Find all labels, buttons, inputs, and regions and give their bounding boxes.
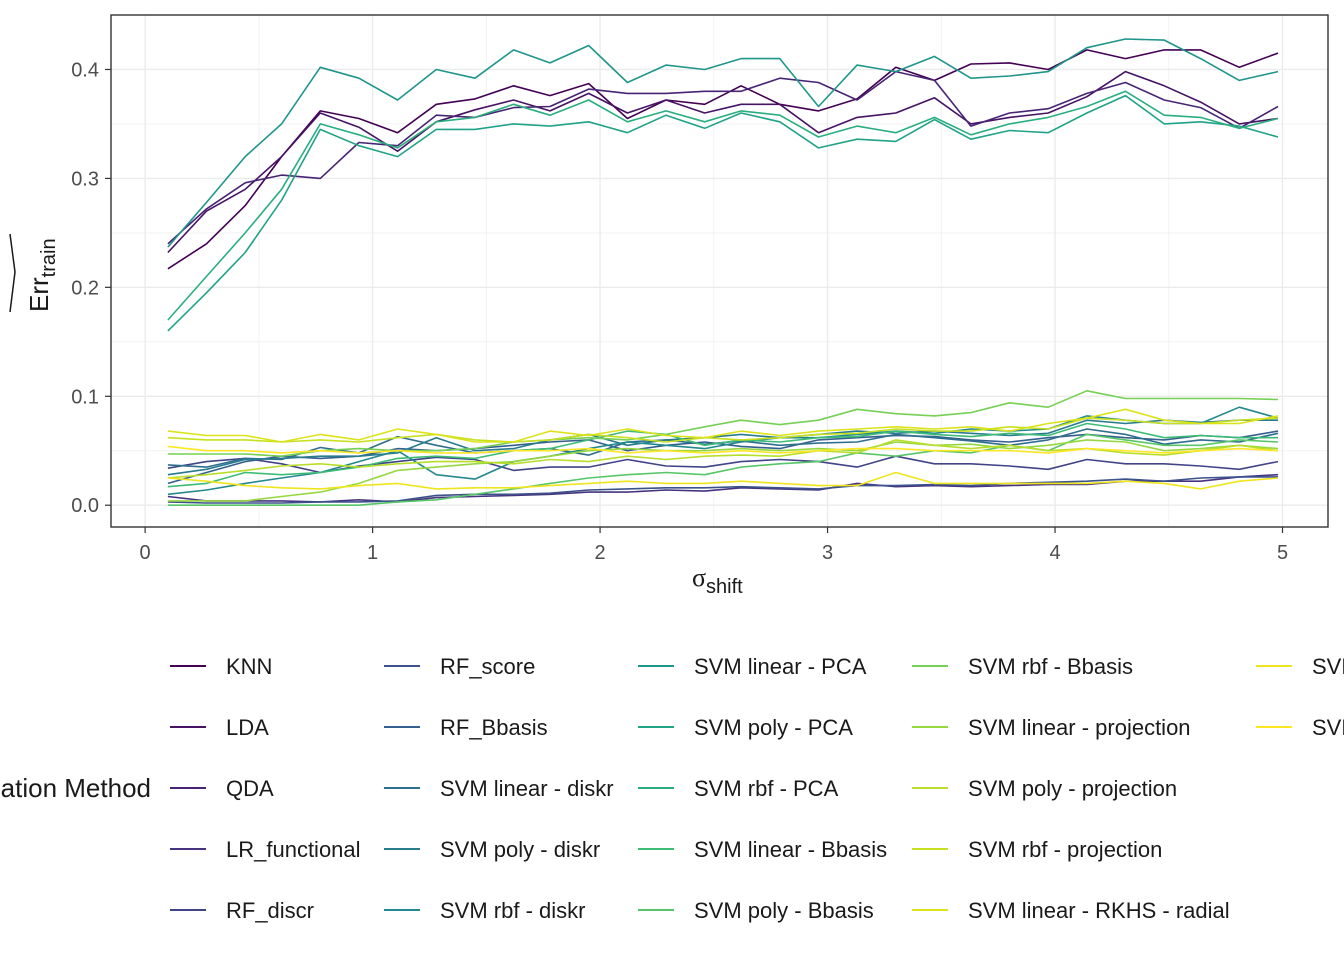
legend-label: SVM rbf - RKHS - radial	[1312, 715, 1344, 740]
x-tick-label: 4	[1049, 542, 1060, 564]
legend-item: SVM rbf - diskr	[384, 898, 585, 923]
legend-label: SVM poly - projection	[968, 776, 1177, 801]
series-line-svm-poly-diskr	[167, 419, 1278, 476]
y-tick-label: 0.2	[71, 277, 99, 299]
legend-item: SVM rbf - projection	[912, 837, 1162, 862]
legend: KNN LDA QDA LR_functional RF_discr RF_score RF…	[170, 654, 1344, 923]
svg-text:Errtrain: Errtrain	[24, 238, 60, 312]
legend-label: SVM rbf - Bbasis	[968, 654, 1133, 679]
legend-title: Classification Method	[0, 773, 151, 803]
legend-item: SVM linear - projection	[912, 715, 1191, 740]
y-tick-label: 0.4	[71, 59, 99, 81]
legend-item: RF_Bbasis	[384, 715, 548, 740]
series-line-lda	[167, 70, 1279, 254]
x-tick-label: 3	[822, 542, 833, 564]
x-axis-title: σshift	[692, 563, 743, 598]
legend-label: SVM rbf - projection	[968, 837, 1162, 862]
series-line-rf-score	[167, 476, 1278, 504]
series-line-lr-functional	[167, 473, 1279, 503]
legend-label: LDA	[226, 715, 269, 740]
legend-item: SVM poly - PCA	[638, 715, 853, 740]
series-line-svm-poly-bbasis	[167, 433, 1279, 507]
legend-label: RF_Bbasis	[440, 715, 548, 740]
legend-label: SVM linear - diskr	[440, 776, 614, 801]
legend-item: KNN	[170, 654, 272, 679]
legend-item: SVM poly - projection	[912, 776, 1177, 801]
legend-label: SVM poly - RKHS - radial	[1312, 654, 1344, 679]
legend-item: SVM poly - Bbasis	[638, 898, 874, 923]
legend-item: SVM rbf - PCA	[638, 776, 839, 801]
series-line-svm-rbf-bbasis	[167, 389, 1279, 458]
legend-label: KNN	[226, 654, 272, 679]
series-line-svm-rbf-projection	[167, 417, 1279, 443]
legend-item: SVM linear - PCA	[638, 654, 867, 679]
y-axis-title-subscript: train	[38, 238, 60, 277]
legend-label: LR_functional	[226, 837, 361, 862]
legend-label: SVM rbf - diskr	[440, 898, 585, 923]
series-line-svm-linear-bbasis	[167, 422, 1278, 488]
x-axis: 0 1 2 3 4 5	[140, 527, 1288, 564]
y-axis-title-main: Err	[24, 277, 54, 312]
legend-item: LR_functional	[170, 837, 361, 862]
legend-label: SVM linear - projection	[968, 715, 1191, 740]
x-tick-label: 0	[140, 542, 151, 564]
legend-label: SVM rbf - PCA	[694, 776, 839, 801]
series-line-svm-linear-pca	[167, 38, 1279, 248]
legend-item: SVM linear - Bbasis	[638, 837, 887, 862]
panel-border	[110, 14, 1329, 528]
series-line-svm-poly-rkhs-radial	[167, 471, 1279, 490]
y-tick-label: 0.1	[71, 386, 99, 408]
legend-label: QDA	[226, 776, 274, 801]
legend-label: SVM poly - diskr	[440, 837, 600, 862]
legend-item: SVM poly - RKHS - radial	[1256, 654, 1344, 679]
legend-item: RF_discr	[170, 898, 314, 923]
series-lines	[167, 38, 1279, 507]
y-tick-label: 0.3	[71, 168, 99, 190]
y-axis-title-hat	[9, 233, 16, 313]
legend-label: RF_score	[440, 654, 535, 679]
legend-item: SVM linear - diskr	[384, 776, 614, 801]
legend-item: SVM linear - RKHS - radial	[912, 898, 1230, 923]
legend-label: SVM poly - PCA	[694, 715, 853, 740]
series-line-svm-linear-projection	[167, 439, 1279, 502]
legend-item: SVM rbf - RKHS - radial	[1256, 715, 1344, 740]
x-tick-label: 1	[367, 542, 378, 564]
legend-item: QDA	[170, 776, 274, 801]
series-line-knn	[167, 49, 1279, 270]
x-tick-label: 5	[1277, 542, 1288, 564]
x-axis-title-main: σ	[692, 563, 706, 592]
legend-item: LDA	[170, 715, 269, 740]
series-line-qda	[167, 70, 1279, 245]
series-line-svm-rbf-rkhs-radial	[167, 445, 1279, 454]
series-line-svm-poly-pca	[167, 94, 1279, 332]
x-axis-title-subscript: shift	[706, 576, 743, 598]
series-line-svm-linear-rkhs-radial	[167, 408, 1279, 443]
x-tick-label: 2	[595, 542, 606, 564]
y-tick-label: 0.0	[71, 495, 99, 517]
series-line-svm-rbf-pca	[167, 90, 1279, 321]
legend-item: RF_score	[384, 654, 535, 679]
legend-item: SVM poly - diskr	[384, 837, 600, 862]
legend-label: RF_discr	[226, 898, 314, 923]
legend-label: SVM linear - PCA	[694, 654, 867, 679]
legend-item: SVM rbf - Bbasis	[912, 654, 1133, 679]
y-axis-title: Errtrain	[9, 233, 60, 313]
legend-label: SVM linear - RKHS - radial	[968, 898, 1230, 923]
legend-label: SVM linear - Bbasis	[694, 837, 887, 862]
y-axis: 0.0 0.1 0.2 0.3 0.4	[71, 59, 111, 517]
legend-label: SVM poly - Bbasis	[694, 898, 874, 923]
